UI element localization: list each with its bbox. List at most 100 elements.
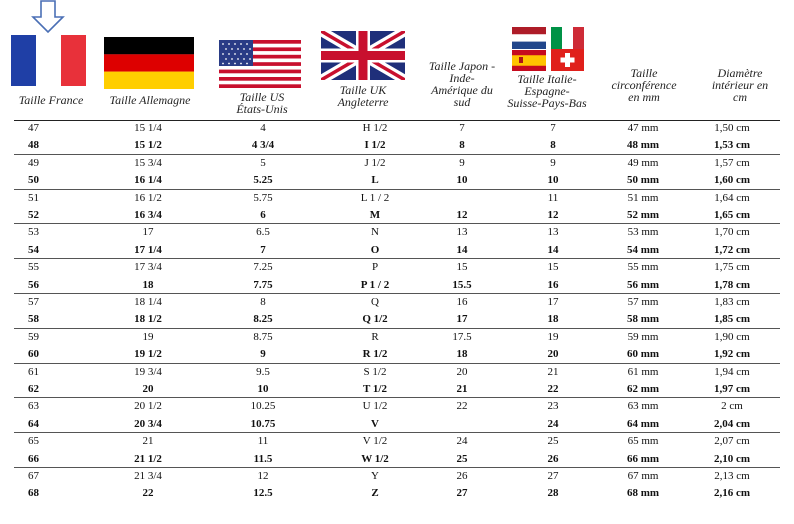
cell-taille-uk: M <box>369 209 381 221</box>
cell-taille-uk: Z <box>371 487 379 500</box>
cell-taille-allemagne: 21 <box>142 435 154 448</box>
cell-taille-uk: Q <box>371 296 379 308</box>
cell-circonference: 54 mm <box>626 243 660 256</box>
cell-taille-japon: 15.5 <box>452 278 472 291</box>
table-row: 55 17 3/4 7.25 P 15 15 55 mm 1,75 cm <box>0 259 794 276</box>
table-row: 53 17 6.5 N 13 13 53 mm 1,70 cm <box>0 224 794 241</box>
cell-circonference: 63 mm <box>627 400 659 413</box>
cell-taille-allemagne: 16 3/4 <box>134 209 162 221</box>
cell-taille-italie: 14 <box>547 243 559 256</box>
cell-taille-france: 48 <box>28 139 39 152</box>
cell-taille-france: 53 <box>28 226 39 239</box>
cell-taille-allemagne: 21 3/4 <box>134 470 162 482</box>
table-row: 61 19 3/4 9.5 S 1/2 20 21 61 mm 1,94 cm <box>0 364 794 381</box>
cell-taille-france: 54 <box>28 243 39 256</box>
cell-taille-us: 10 <box>257 383 269 395</box>
header-taille-us-line2: États-Unis <box>236 102 288 116</box>
cell-taille-allemagne: 16 1/2 <box>134 191 162 204</box>
header-circonference-line3: en mm <box>628 90 660 104</box>
cell-taille-italie: 21 <box>547 365 559 378</box>
cell-circonference: 65 mm <box>627 435 659 448</box>
cell-taille-france: 50 <box>28 174 39 187</box>
cell-diametre: 1,97 cm <box>713 383 751 395</box>
cell-circonference: 61 mm <box>627 365 659 378</box>
cell-taille-allemagne: 16 1/4 <box>134 174 162 187</box>
table-row: 62 20 10 T 1/2 21 22 62 mm 1,97 cm <box>0 381 794 398</box>
flag-germany-icon <box>104 37 194 89</box>
cell-circonference: 49 mm <box>627 156 659 169</box>
table-row: 67 21 3/4 12 Y 26 27 67 mm 2,13 cm <box>0 468 794 485</box>
cell-circonference: 56 mm <box>626 278 660 291</box>
table-row: 59 19 8.75 R 17.5 19 59 mm 1,90 cm <box>0 329 794 346</box>
cell-taille-france: 66 <box>28 452 39 465</box>
cell-taille-italie: 10 <box>547 174 559 187</box>
cell-taille-us: 7.25 <box>253 261 273 274</box>
cell-circonference: 58 mm <box>626 313 660 326</box>
row-separator <box>14 327 780 329</box>
row-separator <box>14 223 780 225</box>
cell-taille-uk: Y <box>371 470 379 482</box>
header-taille-japon-line3: Amérique du <box>431 83 493 97</box>
table-row: 60 19 1/2 9 R 1/2 18 20 60 mm 1,92 cm <box>0 346 794 363</box>
header-taille-japon: Taille Japon - Inde- Amérique du sud <box>414 60 510 108</box>
cell-circonference: 59 mm <box>627 330 659 343</box>
cell-diametre: 1,78 cm <box>713 278 751 291</box>
cell-taille-italie: 9 <box>550 156 556 169</box>
row-separator <box>14 397 780 399</box>
row-separator <box>14 362 780 364</box>
table-row: 63 20 1/2 10.25 U 1/2 22 23 63 mm 2 cm <box>0 398 794 415</box>
cell-taille-italie: 18 <box>547 313 559 326</box>
cell-circonference: 47 mm <box>627 122 659 134</box>
table-row: 66 21 1/2 11.5 W 1/2 25 26 66 mm 2,10 cm <box>0 451 794 468</box>
cell-circonference: 67 mm <box>627 470 659 482</box>
cell-taille-uk: V 1/2 <box>362 435 388 448</box>
cell-taille-us: 4 <box>260 122 266 134</box>
cell-taille-allemagne: 22 <box>142 487 154 500</box>
cell-taille-japon <box>432 190 492 207</box>
cell-diametre: 1,92 cm <box>713 348 751 361</box>
cell-diametre: 2,07 cm <box>714 435 750 448</box>
cell-taille-allemagne: 17 3/4 <box>134 261 162 274</box>
cell-diametre: 1,50 cm <box>714 122 750 134</box>
cell-taille-uk: R <box>371 330 379 343</box>
cell-taille-uk: Q 1/2 <box>362 313 388 326</box>
header-taille-italie-line1: Taille Italie- <box>517 72 577 86</box>
header-taille-italie-line2: Espagne- <box>524 84 570 98</box>
cell-circonference: 66 mm <box>626 452 660 465</box>
cell-taille-allemagne: 17 <box>142 226 154 239</box>
cell-taille-uk: L <box>371 174 379 187</box>
cell-diametre: 1,65 cm <box>713 209 751 221</box>
cell-taille-italie: 15 <box>547 261 559 274</box>
cell-taille-italie: 11 <box>547 191 559 204</box>
cell-taille-italie: 24 <box>547 417 559 430</box>
header-separator <box>14 120 780 121</box>
cell-taille-japon: 17.5 <box>452 330 472 343</box>
cell-circonference: 60 mm <box>626 348 660 361</box>
cell-circonference: 55 mm <box>627 261 659 274</box>
cell-taille-allemagne: 20 <box>142 383 154 395</box>
cell-taille-france: 58 <box>28 313 39 326</box>
row-separator <box>14 293 780 294</box>
table-row: 47 15 1/4 4 H 1/2 7 7 47 mm 1,50 cm <box>0 120 794 137</box>
row-separator <box>14 432 780 434</box>
header-circonference-line1: Taille <box>630 66 658 80</box>
cell-taille-uk: V <box>371 417 379 430</box>
cell-circonference: 52 mm <box>626 209 660 221</box>
table-row: 48 15 1/2 4 3/4 I 1/2 8 8 48 mm 1,53 cm <box>0 137 794 154</box>
cell-taille-uk: R 1/2 <box>362 348 388 361</box>
cell-taille-uk: W 1/2 <box>361 452 389 465</box>
cell-taille-france: 59 <box>28 330 39 343</box>
cell-taille-allemagne: 18 <box>142 278 154 291</box>
cell-taille-italie: 16 <box>547 278 559 291</box>
cell-diametre: 1,85 cm <box>713 313 751 326</box>
flag-spain-icon <box>512 50 546 71</box>
cell-taille-us: 8.25 <box>253 313 273 326</box>
cell-taille-allemagne: 17 1/4 <box>134 243 162 256</box>
cell-taille-us: 4 3/4 <box>251 139 275 152</box>
header-circonference-line2: circonférence <box>611 78 677 92</box>
cell-circonference: 64 mm <box>626 417 660 430</box>
cell-taille-japon: 25 <box>456 452 468 465</box>
cell-taille-italie: 28 <box>547 487 559 500</box>
cell-taille-us: 7 <box>260 243 266 256</box>
cell-taille-us: 5.75 <box>253 191 273 204</box>
